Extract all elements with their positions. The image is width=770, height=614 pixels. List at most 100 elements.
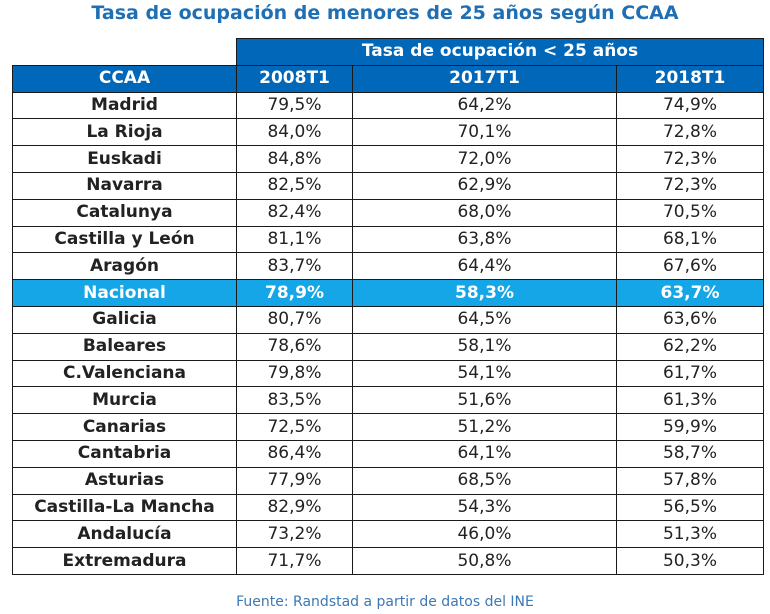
- value-cell: 79,8%: [236, 359, 353, 388]
- value-cell: 72,0%: [352, 145, 617, 173]
- group-header-row: Tasa de ocupación < 25 años: [13, 38, 764, 66]
- value-cell: 77,9%: [236, 466, 353, 495]
- value-cell: 72,8%: [616, 118, 764, 147]
- table-row: Euskadi 84,8% 72,0% 72,3%: [12, 145, 764, 173]
- value-cell: 58,3%: [352, 279, 617, 307]
- region-cell: Castilla-La Mancha: [12, 493, 237, 522]
- table-row: Nacional 78,9% 58,3% 63,7%: [12, 279, 764, 307]
- value-cell: 61,3%: [616, 386, 764, 415]
- region-cell: La Rioja: [12, 118, 237, 147]
- value-cell: 82,5%: [236, 171, 353, 200]
- value-cell: 68,1%: [616, 225, 764, 254]
- value-cell: 58,1%: [352, 332, 617, 361]
- value-cell: 54,3%: [352, 493, 617, 522]
- column-header-2018t1: 2018T1: [616, 64, 764, 93]
- table-row: Andalucía 73,2% 46,0% 51,3%: [12, 520, 764, 549]
- value-cell: 62,2%: [616, 332, 764, 361]
- region-cell: C.Valenciana: [12, 359, 237, 388]
- value-cell: 64,1%: [352, 439, 617, 468]
- value-cell: 67,6%: [616, 252, 764, 281]
- value-cell: 70,1%: [352, 118, 617, 147]
- value-cell: 86,4%: [236, 439, 353, 468]
- table-row: Extremadura 71,7% 50,8% 50,3%: [12, 547, 764, 575]
- value-cell: 82,4%: [236, 198, 353, 227]
- value-cell: 83,7%: [236, 252, 353, 281]
- group-header: Tasa de ocupación < 25 años: [236, 38, 764, 66]
- table-row: La Rioja 84,0% 70,1% 72,8%: [12, 118, 764, 147]
- occupancy-table: Tasa de ocupación < 25 años CCAA 2008T1 …: [12, 38, 764, 575]
- region-cell: Asturias: [12, 466, 237, 495]
- region-cell: Aragón: [12, 252, 237, 281]
- value-cell: 73,2%: [236, 520, 353, 549]
- value-cell: 84,8%: [236, 145, 353, 173]
- value-cell: 74,9%: [616, 91, 764, 120]
- region-cell: Nacional: [12, 279, 237, 307]
- page-title: Tasa de ocupación de menores de 25 años …: [91, 2, 679, 24]
- table-row: Cantabria 86,4% 64,1% 58,7%: [12, 439, 764, 468]
- value-cell: 72,5%: [236, 413, 353, 441]
- table-row: Baleares 78,6% 58,1% 62,2%: [12, 332, 764, 361]
- empty-corner-cell: [13, 39, 237, 66]
- value-cell: 80,7%: [236, 305, 353, 334]
- value-cell: 70,5%: [616, 198, 764, 227]
- value-cell: 56,5%: [616, 493, 764, 522]
- value-cell: 64,4%: [352, 252, 617, 281]
- value-cell: 72,3%: [616, 171, 764, 200]
- table-row: Castilla y León 81,1% 63,8% 68,1%: [12, 225, 764, 254]
- value-cell: 58,7%: [616, 439, 764, 468]
- table-row: Galicia 80,7% 64,5% 63,6%: [12, 305, 764, 334]
- value-cell: 83,5%: [236, 386, 353, 415]
- region-cell: Cantabria: [12, 439, 237, 468]
- value-cell: 62,9%: [352, 171, 617, 200]
- value-cell: 78,9%: [236, 279, 353, 307]
- table-row: C.Valenciana 79,8% 54,1% 61,7%: [12, 359, 764, 388]
- value-cell: 64,5%: [352, 305, 617, 334]
- source-note: Fuente: Randstad a partir de datos del I…: [236, 594, 534, 610]
- value-cell: 84,0%: [236, 118, 353, 147]
- column-header-2008t1: 2008T1: [236, 64, 353, 93]
- region-cell: Catalunya: [12, 198, 237, 227]
- value-cell: 57,8%: [616, 466, 764, 495]
- value-cell: 51,3%: [616, 520, 764, 549]
- table-row: Canarias 72,5% 51,2% 59,9%: [12, 413, 764, 441]
- value-cell: 81,1%: [236, 225, 353, 254]
- value-cell: 68,5%: [352, 466, 617, 495]
- value-cell: 72,3%: [616, 145, 764, 173]
- value-cell: 50,3%: [616, 547, 764, 575]
- region-cell: Galicia: [12, 305, 237, 334]
- region-cell: Euskadi: [12, 145, 237, 173]
- value-cell: 50,8%: [352, 547, 617, 575]
- value-cell: 59,9%: [616, 413, 764, 441]
- column-header-2017t1: 2017T1: [352, 64, 617, 93]
- table-body: Madrid 79,5% 64,2% 74,9% La Rioja 84,0% 70,1% 7…: [12, 91, 764, 575]
- region-cell: Murcia: [12, 386, 237, 415]
- region-cell: Andalucía: [12, 520, 237, 549]
- table-row: Navarra 82,5% 62,9% 72,3%: [12, 171, 764, 200]
- value-cell: 61,7%: [616, 359, 764, 388]
- value-cell: 71,7%: [236, 547, 353, 575]
- value-cell: 64,2%: [352, 91, 617, 120]
- value-cell: 78,6%: [236, 332, 353, 361]
- region-cell: Baleares: [12, 332, 237, 361]
- table-row: Catalunya 82,4% 68,0% 70,5%: [12, 198, 764, 227]
- value-cell: 63,8%: [352, 225, 617, 254]
- region-cell: Navarra: [12, 171, 237, 200]
- region-cell: Madrid: [12, 91, 237, 120]
- table-row: Madrid 79,5% 64,2% 74,9%: [12, 91, 764, 120]
- table-row: Castilla-La Mancha 82,9% 54,3% 56,5%: [12, 493, 764, 522]
- value-cell: 63,7%: [616, 279, 764, 307]
- table-row: Aragón 83,7% 64,4% 67,6%: [12, 252, 764, 281]
- table-row: Asturias 77,9% 68,5% 57,8%: [12, 466, 764, 495]
- region-cell: Castilla y León: [12, 225, 237, 254]
- value-cell: 54,1%: [352, 359, 617, 388]
- value-cell: 79,5%: [236, 91, 353, 120]
- value-cell: 82,9%: [236, 493, 353, 522]
- table-row: Murcia 83,5% 51,6% 61,3%: [12, 386, 764, 415]
- value-cell: 51,2%: [352, 413, 617, 441]
- column-header-ccaa: CCAA: [12, 64, 237, 93]
- value-cell: 51,6%: [352, 386, 617, 415]
- value-cell: 46,0%: [352, 520, 617, 549]
- region-cell: Canarias: [12, 413, 237, 441]
- region-cell: Extremadura: [12, 547, 237, 575]
- value-cell: 68,0%: [352, 198, 617, 227]
